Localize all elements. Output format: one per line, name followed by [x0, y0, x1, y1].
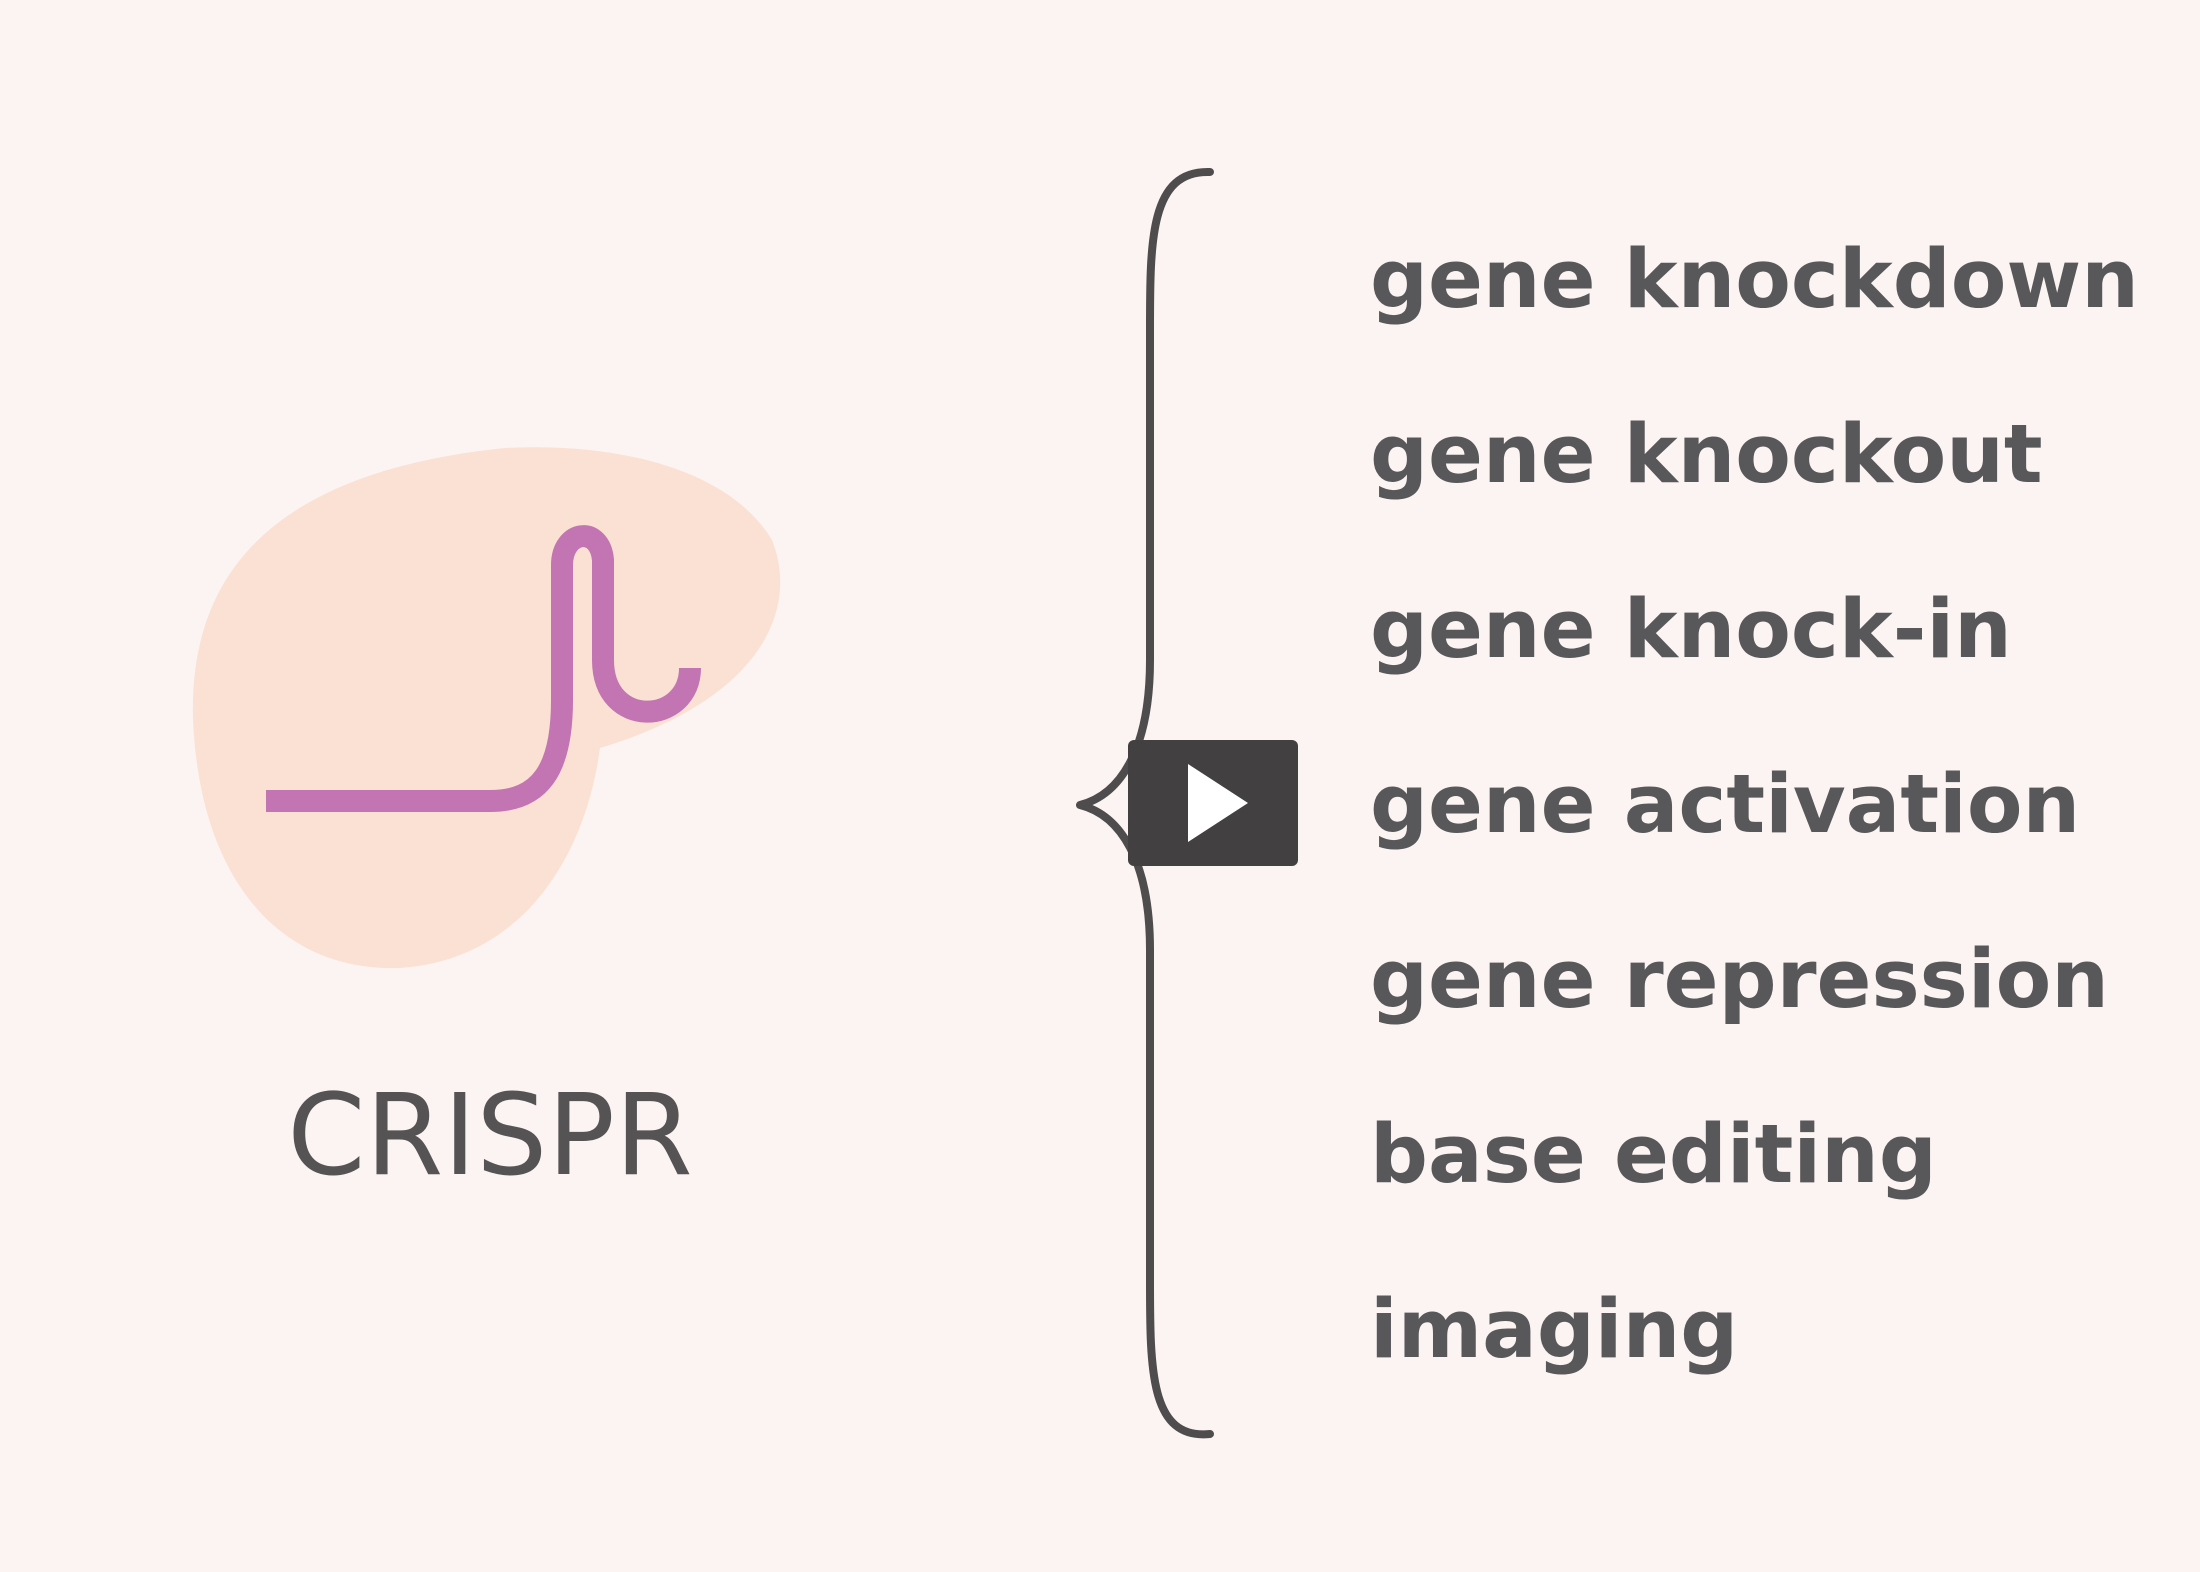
application-item: imaging — [1370, 1283, 1739, 1377]
play-icon — [1188, 764, 1248, 842]
application-item: gene activation — [1370, 758, 2081, 852]
application-item: gene knock-in — [1370, 583, 2012, 677]
curly-brace — [1076, 167, 1214, 1439]
guide-rna-strand — [266, 525, 701, 812]
application-item: base editing — [1370, 1108, 1937, 1202]
crispr-label: CRISPR — [287, 1071, 693, 1201]
application-item: gene repression — [1370, 933, 2109, 1027]
application-item: gene knockdown — [1370, 233, 2139, 327]
cas9-protein-blob — [192, 447, 781, 969]
play-button[interactable] — [1128, 740, 1298, 866]
application-item: gene knockout — [1370, 408, 2043, 502]
